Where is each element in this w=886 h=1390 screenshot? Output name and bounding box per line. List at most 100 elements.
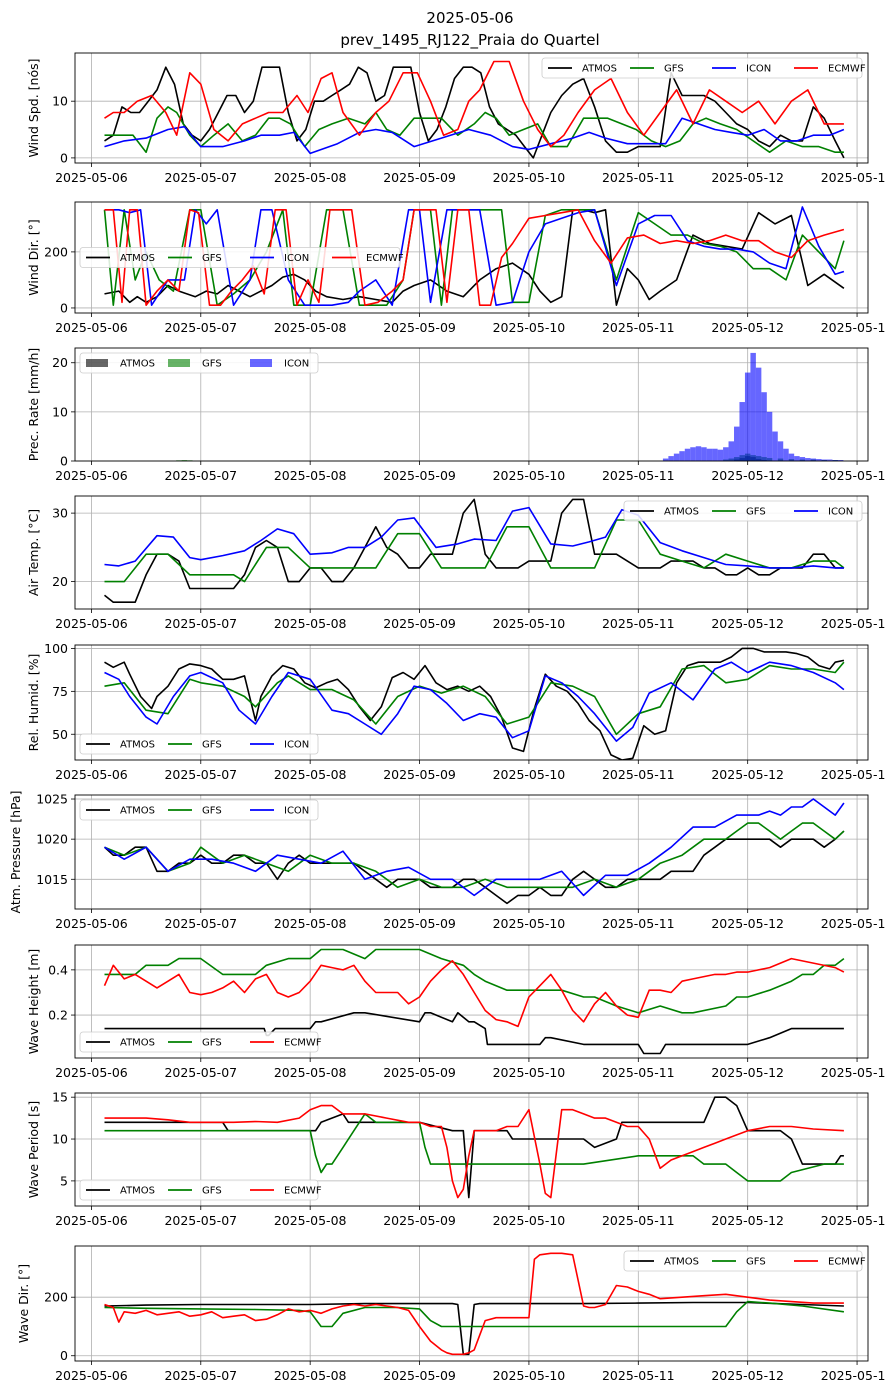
panel-7: 2025-05-06 2025-05-07 2025-05-08 2025-05-09… <box>26 1090 886 1228</box>
bar-icon <box>717 449 724 461</box>
legend-box <box>79 733 319 755</box>
legend-label-gfs: GFS <box>746 507 766 518</box>
legend-label-gfs: GFS <box>202 1186 222 1197</box>
legend-label-icon: ICON <box>284 359 309 370</box>
bar-icon <box>723 447 729 461</box>
x-tick-label: 2025-05-11 <box>602 320 675 335</box>
x-tick-label: 2025-05-10 <box>493 468 566 483</box>
series-line-ecmwf <box>104 1252 844 1356</box>
y-axis-label: Air Temp. [°C] <box>26 509 41 596</box>
y-tick-label: 0.4 <box>48 962 68 977</box>
legend: ATMOS GFS ECMWF <box>79 1031 322 1053</box>
bar-icon <box>772 431 778 461</box>
series-line-atmos <box>104 1011 844 1055</box>
plot-area <box>176 352 844 461</box>
legend-label-atmos: ATMOS <box>664 507 699 518</box>
axes-frame <box>74 794 869 910</box>
x-tick-label: 2025-05-07 <box>164 1368 237 1383</box>
x-tick-label: 2025-05-06 <box>55 1065 128 1080</box>
series-line-atmos <box>104 498 844 604</box>
x-tick-label: 2025-05-09 <box>383 916 456 931</box>
legend-label-atmos: ATMOS <box>120 1038 155 1049</box>
legend-label-atmos: ATMOS <box>664 1257 699 1268</box>
legend-label-atmos: ATMOS <box>582 64 617 75</box>
x-tick-label: 2025-05-10 <box>493 616 566 631</box>
bar-icon <box>766 411 773 461</box>
legend-box <box>79 1031 319 1053</box>
x-tick-label: 2025-05-08 <box>274 170 347 185</box>
legend: ATMOS GFS ICON <box>79 352 319 374</box>
x-tick-label: 2025-05-13 <box>821 1065 886 1080</box>
plot-area <box>104 60 845 159</box>
panel-0: 2025-05-06 2025-05-07 2025-05-08 2025-05-09… <box>26 52 886 185</box>
y-tick-label: 20 <box>52 355 68 370</box>
series-line-icon <box>104 661 845 742</box>
x-tick-label: 2025-05-13 <box>821 767 886 782</box>
plot-area <box>104 647 845 760</box>
y-tick-label: 0 <box>60 454 68 469</box>
bar-icon <box>821 459 827 461</box>
panel-3: 2025-05-06 2025-05-07 2025-05-08 2025-05-09… <box>26 495 886 631</box>
bar-icon <box>701 447 707 461</box>
panel-5: 2025-05-06 2025-05-07 2025-05-08 2025-05-09… <box>8 790 886 931</box>
panel-8: 2025-05-06 2025-05-07 2025-05-08 2025-05-09… <box>16 1245 886 1383</box>
y-tick-label: 200 <box>44 1290 68 1305</box>
y-tick-label: 50 <box>52 727 68 742</box>
axes-frame <box>74 347 869 462</box>
series-line-ecmwf <box>104 60 844 148</box>
legend-label-atmos: ATMOS <box>120 253 155 264</box>
bar-icon <box>673 453 680 461</box>
axes-frame <box>74 1245 869 1362</box>
x-tick-label: 2025-05-12 <box>711 767 784 782</box>
x-tick-label: 2025-05-09 <box>383 468 456 483</box>
bar-icon <box>805 458 811 461</box>
x-tick-label: 2025-05-09 <box>383 170 456 185</box>
x-tick-label: 2025-05-07 <box>164 767 237 782</box>
series-line-gfs <box>104 519 845 583</box>
plot-area <box>103 206 845 307</box>
x-tick-label: 2025-05-09 <box>383 1213 456 1228</box>
legend-label-gfs: GFS <box>202 1038 222 1049</box>
x-tick-label: 2025-05-06 <box>55 767 128 782</box>
legend: ATMOS GFS ECMWF <box>79 1179 322 1201</box>
x-tick-label: 2025-05-06 <box>55 916 128 931</box>
y-tick-label: 0 <box>60 1348 68 1363</box>
x-tick-label: 2025-05-09 <box>383 616 456 631</box>
series-line-atmos <box>104 647 845 760</box>
bar-icon <box>832 460 838 461</box>
bar-icon <box>788 453 795 461</box>
x-tick-label: 2025-05-08 <box>274 916 347 931</box>
x-tick-label: 2025-05-12 <box>711 616 784 631</box>
series-line-gfs <box>104 822 845 889</box>
legend-label-gfs: GFS <box>202 359 222 370</box>
x-tick-label: 2025-05-07 <box>164 320 237 335</box>
series-line-atmos <box>104 66 845 159</box>
series-line-icon <box>104 506 844 569</box>
y-tick-label: 30 <box>52 506 68 521</box>
x-tick-label: 2025-05-09 <box>383 1065 456 1080</box>
x-tick-label: 2025-05-07 <box>164 1065 237 1080</box>
y-tick-label: 1020 <box>36 832 68 847</box>
series-line-ecmwf <box>103 957 845 1028</box>
y-tick-label: 20 <box>52 574 68 589</box>
legend-box <box>79 799 319 821</box>
x-tick-label: 2025-05-13 <box>821 170 886 185</box>
series-line-gfs <box>104 948 845 1014</box>
x-tick-label: 2025-05-06 <box>55 468 128 483</box>
x-tick-label: 2025-05-13 <box>821 916 886 931</box>
bar-icon <box>744 372 751 461</box>
series-line-gfs <box>104 1113 844 1182</box>
x-tick-label: 2025-05-10 <box>493 170 566 185</box>
series-line-gfs <box>103 209 845 307</box>
y-tick-label: 1015 <box>36 872 68 887</box>
x-tick-label: 2025-05-11 <box>602 767 675 782</box>
y-tick-label: 75 <box>52 684 68 699</box>
legend-label-ecmwf: ECMWF <box>828 1257 866 1268</box>
series-line-gfs <box>104 661 845 736</box>
axes-frame <box>74 52 869 164</box>
x-tick-label: 2025-05-12 <box>711 170 784 185</box>
x-tick-label: 2025-05-06 <box>55 170 128 185</box>
legend-box <box>79 352 319 374</box>
series-line-ecmwf <box>104 1104 844 1199</box>
legend-label-icon: ICON <box>828 507 853 518</box>
